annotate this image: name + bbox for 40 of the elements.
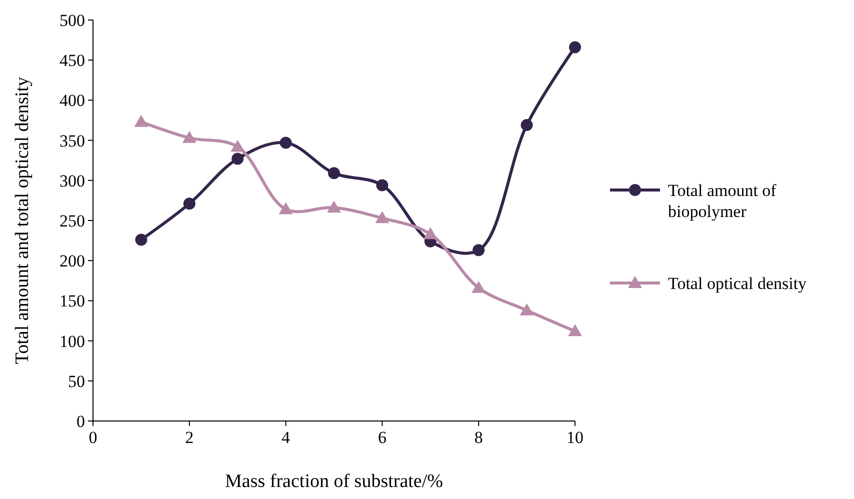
point: [568, 324, 582, 336]
point: [375, 211, 390, 224]
x-axis-title: Mass fraction of substrate/%: [225, 471, 444, 492]
y-tick-label: 450: [60, 51, 85, 70]
point: [472, 280, 486, 293]
y-tick-label: 400: [60, 91, 85, 110]
x-tick-label: 4: [282, 428, 291, 447]
y-tick-label: 350: [60, 131, 85, 150]
y-tick-label: 150: [60, 292, 85, 311]
point: [230, 140, 245, 152]
y-tick-label: 300: [60, 171, 85, 190]
x-tick-label: 8: [474, 428, 483, 447]
point: [328, 167, 340, 180]
point: [520, 119, 533, 132]
point: [472, 244, 485, 256]
legend-label: Total amount of biopolymer: [668, 180, 777, 221]
y-tick-label: 250: [60, 211, 85, 230]
point: [569, 41, 581, 54]
x-tick-label: 2: [185, 428, 194, 447]
point: [423, 227, 438, 240]
point: [327, 200, 341, 213]
y-tick-label: 200: [60, 252, 85, 271]
point: [183, 198, 196, 210]
x-tick-label: 0: [88, 428, 98, 447]
point: [278, 202, 293, 214]
point: [135, 234, 148, 246]
y-tick-label: 0: [76, 412, 85, 431]
y-tick-label: 100: [60, 332, 85, 351]
point: [520, 303, 534, 316]
point: [280, 136, 292, 149]
point: [376, 179, 388, 192]
legend-label: Total optical density: [668, 274, 808, 293]
y-tick-label: 50: [68, 372, 85, 391]
x-tick-label: 10: [566, 428, 584, 447]
x-tick-label: 6: [378, 428, 386, 447]
y-axis-title: Total amount and total optical density: [12, 76, 33, 364]
y-tick-label: 500: [60, 10, 85, 30]
point: [182, 130, 196, 143]
point: [134, 114, 148, 127]
point: [232, 152, 244, 165]
